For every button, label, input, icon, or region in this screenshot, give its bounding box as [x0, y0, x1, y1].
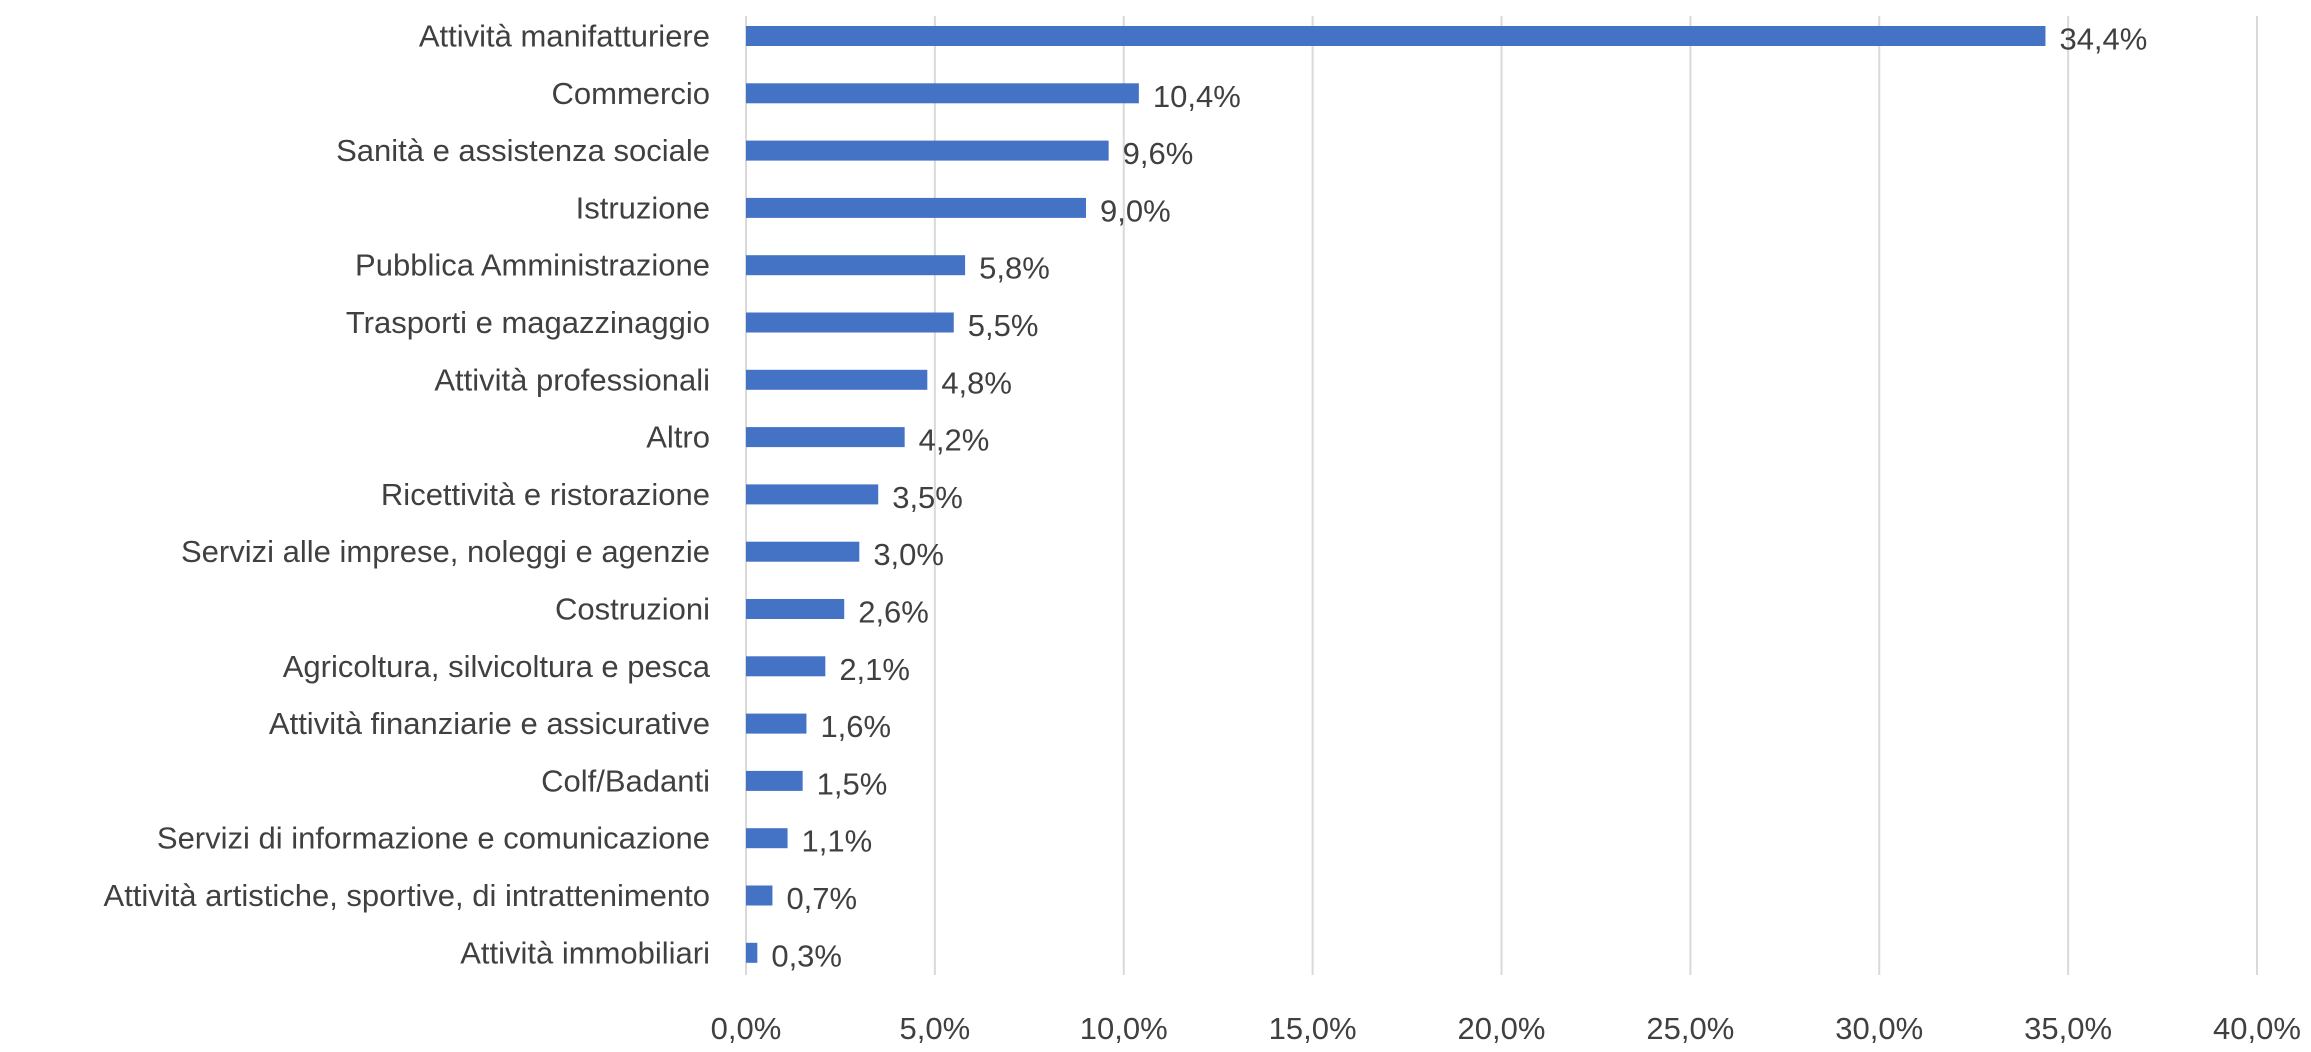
data-label: 2,1%: [839, 652, 910, 687]
x-tick-label: 35,0%: [2024, 1011, 2112, 1046]
bar: [746, 828, 788, 849]
bar: [746, 312, 954, 333]
data-labels: 34,4% 10,4% 9,6% 9,0% 5,8% 5,5% 4,8% 4,2% 3,5% 3,…: [771, 22, 2147, 974]
data-label: 1,1%: [802, 824, 873, 859]
bar: [746, 427, 905, 448]
category-label: Attività immobiliari: [460, 935, 710, 970]
bars: [746, 26, 2046, 963]
data-label: 5,8%: [979, 251, 1050, 286]
data-label: 5,5%: [968, 308, 1039, 343]
category-label: Ricettività e ristorazione: [381, 477, 710, 512]
data-label: 3,5%: [892, 480, 963, 515]
bar: [746, 255, 966, 276]
bar: [746, 197, 1086, 218]
category-label: Servizi alle imprese, noleggi e agenzie: [181, 534, 710, 569]
bar: [746, 541, 860, 562]
bar: [746, 713, 807, 734]
bar: [746, 942, 758, 963]
category-labels: Attività manifatturiere Commercio Sanità e…: [104, 19, 711, 971]
x-tick-label: 10,0%: [1080, 1011, 1168, 1046]
category-label: Pubblica Amministrazione: [355, 248, 710, 283]
category-label: Agricoltura, silvicoltura e pesca: [283, 649, 711, 684]
category-label: Istruzione: [576, 190, 710, 225]
bar: [746, 656, 826, 677]
bar: [746, 599, 845, 619]
category-label: Attività manifatturiere: [419, 19, 710, 54]
bar: [746, 484, 879, 505]
data-label: 34,4%: [2059, 22, 2147, 57]
data-label: 10,4%: [1153, 79, 1241, 114]
x-tick-label: 15,0%: [1269, 1011, 1357, 1046]
category-label: Attività professionali: [434, 362, 710, 397]
x-tick-label: 30,0%: [1835, 1011, 1923, 1046]
data-label: 4,2%: [919, 423, 990, 458]
data-label: 3,0%: [873, 537, 944, 572]
category-label: Commercio: [552, 76, 710, 111]
category-label: Trasporti e magazzinaggio: [346, 305, 710, 340]
bar: [746, 140, 1109, 161]
x-axis-tick-labels: 0,0% 5,0% 10,0% 15,0% 20,0% 25,0% 30,0% 35,0% 40…: [711, 1011, 2301, 1046]
bar: [746, 26, 2046, 46]
x-tick-label: 20,0%: [1458, 1011, 1546, 1046]
x-tick-label: 5,0%: [900, 1011, 971, 1046]
category-label: Sanità e assistenza sociale: [336, 133, 710, 168]
data-label: 1,5%: [817, 766, 888, 801]
data-label: 0,3%: [771, 938, 842, 973]
bar: [746, 369, 928, 390]
data-label: 9,0%: [1100, 193, 1171, 228]
category-label: Colf/Badanti: [541, 763, 710, 798]
data-label: 4,8%: [941, 365, 1012, 400]
category-label: Attività finanziarie e assicurative: [269, 706, 710, 741]
bar: [746, 885, 773, 906]
x-tick-label: 0,0%: [711, 1011, 782, 1046]
category-label: Altro: [646, 420, 710, 455]
category-label: Servizi di informazione e comunicazione: [157, 821, 710, 856]
data-label: 2,6%: [858, 595, 929, 630]
gridlines: [745, 16, 2258, 975]
category-label: Attività artistiche, sportive, di intrat…: [104, 878, 710, 913]
data-label: 1,6%: [820, 709, 891, 744]
data-label: 0,7%: [786, 881, 857, 916]
x-tick-label: 40,0%: [2213, 1011, 2301, 1046]
bar: [746, 83, 1139, 104]
data-label: 9,6%: [1123, 136, 1194, 171]
x-tick-label: 25,0%: [1646, 1011, 1734, 1046]
bar: [746, 770, 803, 791]
category-label: Costruzioni: [555, 592, 710, 627]
